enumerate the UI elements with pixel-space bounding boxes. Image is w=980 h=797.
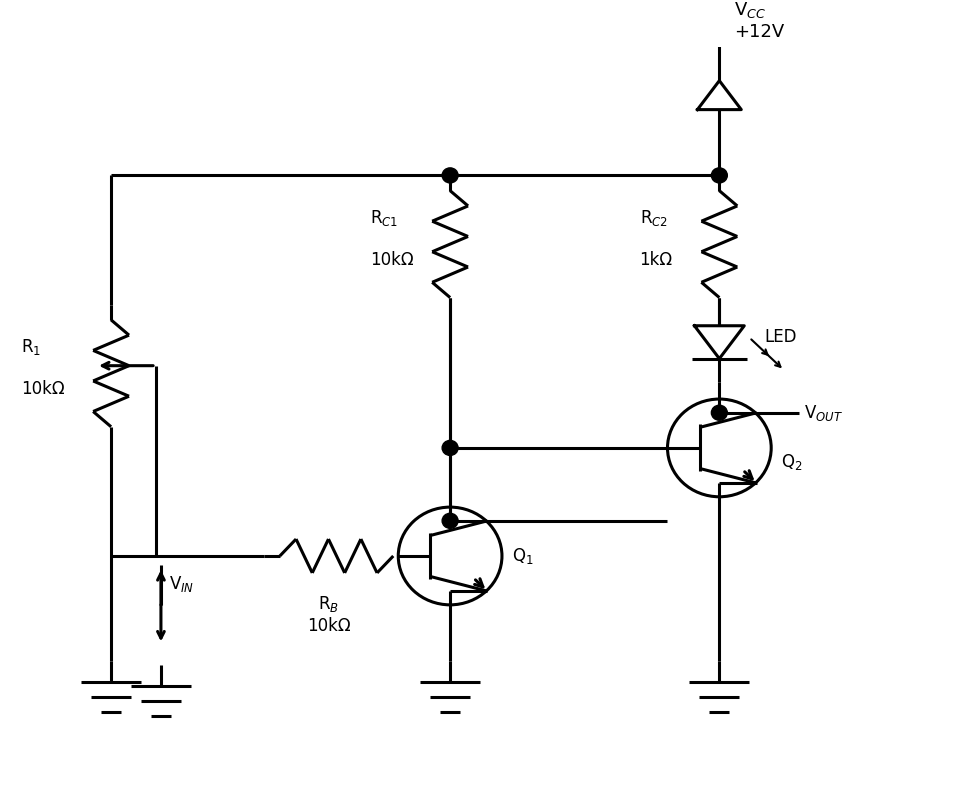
Circle shape bbox=[442, 441, 458, 455]
Text: LED: LED bbox=[764, 328, 797, 347]
Circle shape bbox=[442, 513, 458, 528]
Circle shape bbox=[711, 168, 727, 183]
Text: Q$_1$: Q$_1$ bbox=[512, 546, 533, 566]
Text: 10kΩ: 10kΩ bbox=[22, 380, 65, 398]
Text: R$_{C2}$: R$_{C2}$ bbox=[640, 208, 667, 228]
Text: V$_{OUT}$: V$_{OUT}$ bbox=[805, 402, 843, 422]
Circle shape bbox=[442, 168, 458, 183]
Text: R$_{C1}$: R$_{C1}$ bbox=[370, 208, 399, 228]
Text: 1kΩ: 1kΩ bbox=[640, 251, 672, 269]
Text: R$_1$: R$_1$ bbox=[22, 337, 41, 357]
Circle shape bbox=[711, 405, 727, 420]
Text: V$_{CC}$
+12V: V$_{CC}$ +12V bbox=[734, 1, 785, 41]
Text: V$_{IN}$: V$_{IN}$ bbox=[169, 574, 194, 595]
Text: 10kΩ: 10kΩ bbox=[370, 251, 414, 269]
Text: Q$_2$: Q$_2$ bbox=[781, 452, 803, 472]
Text: R$_B$: R$_B$ bbox=[318, 594, 339, 614]
Text: 10kΩ: 10kΩ bbox=[307, 617, 350, 635]
